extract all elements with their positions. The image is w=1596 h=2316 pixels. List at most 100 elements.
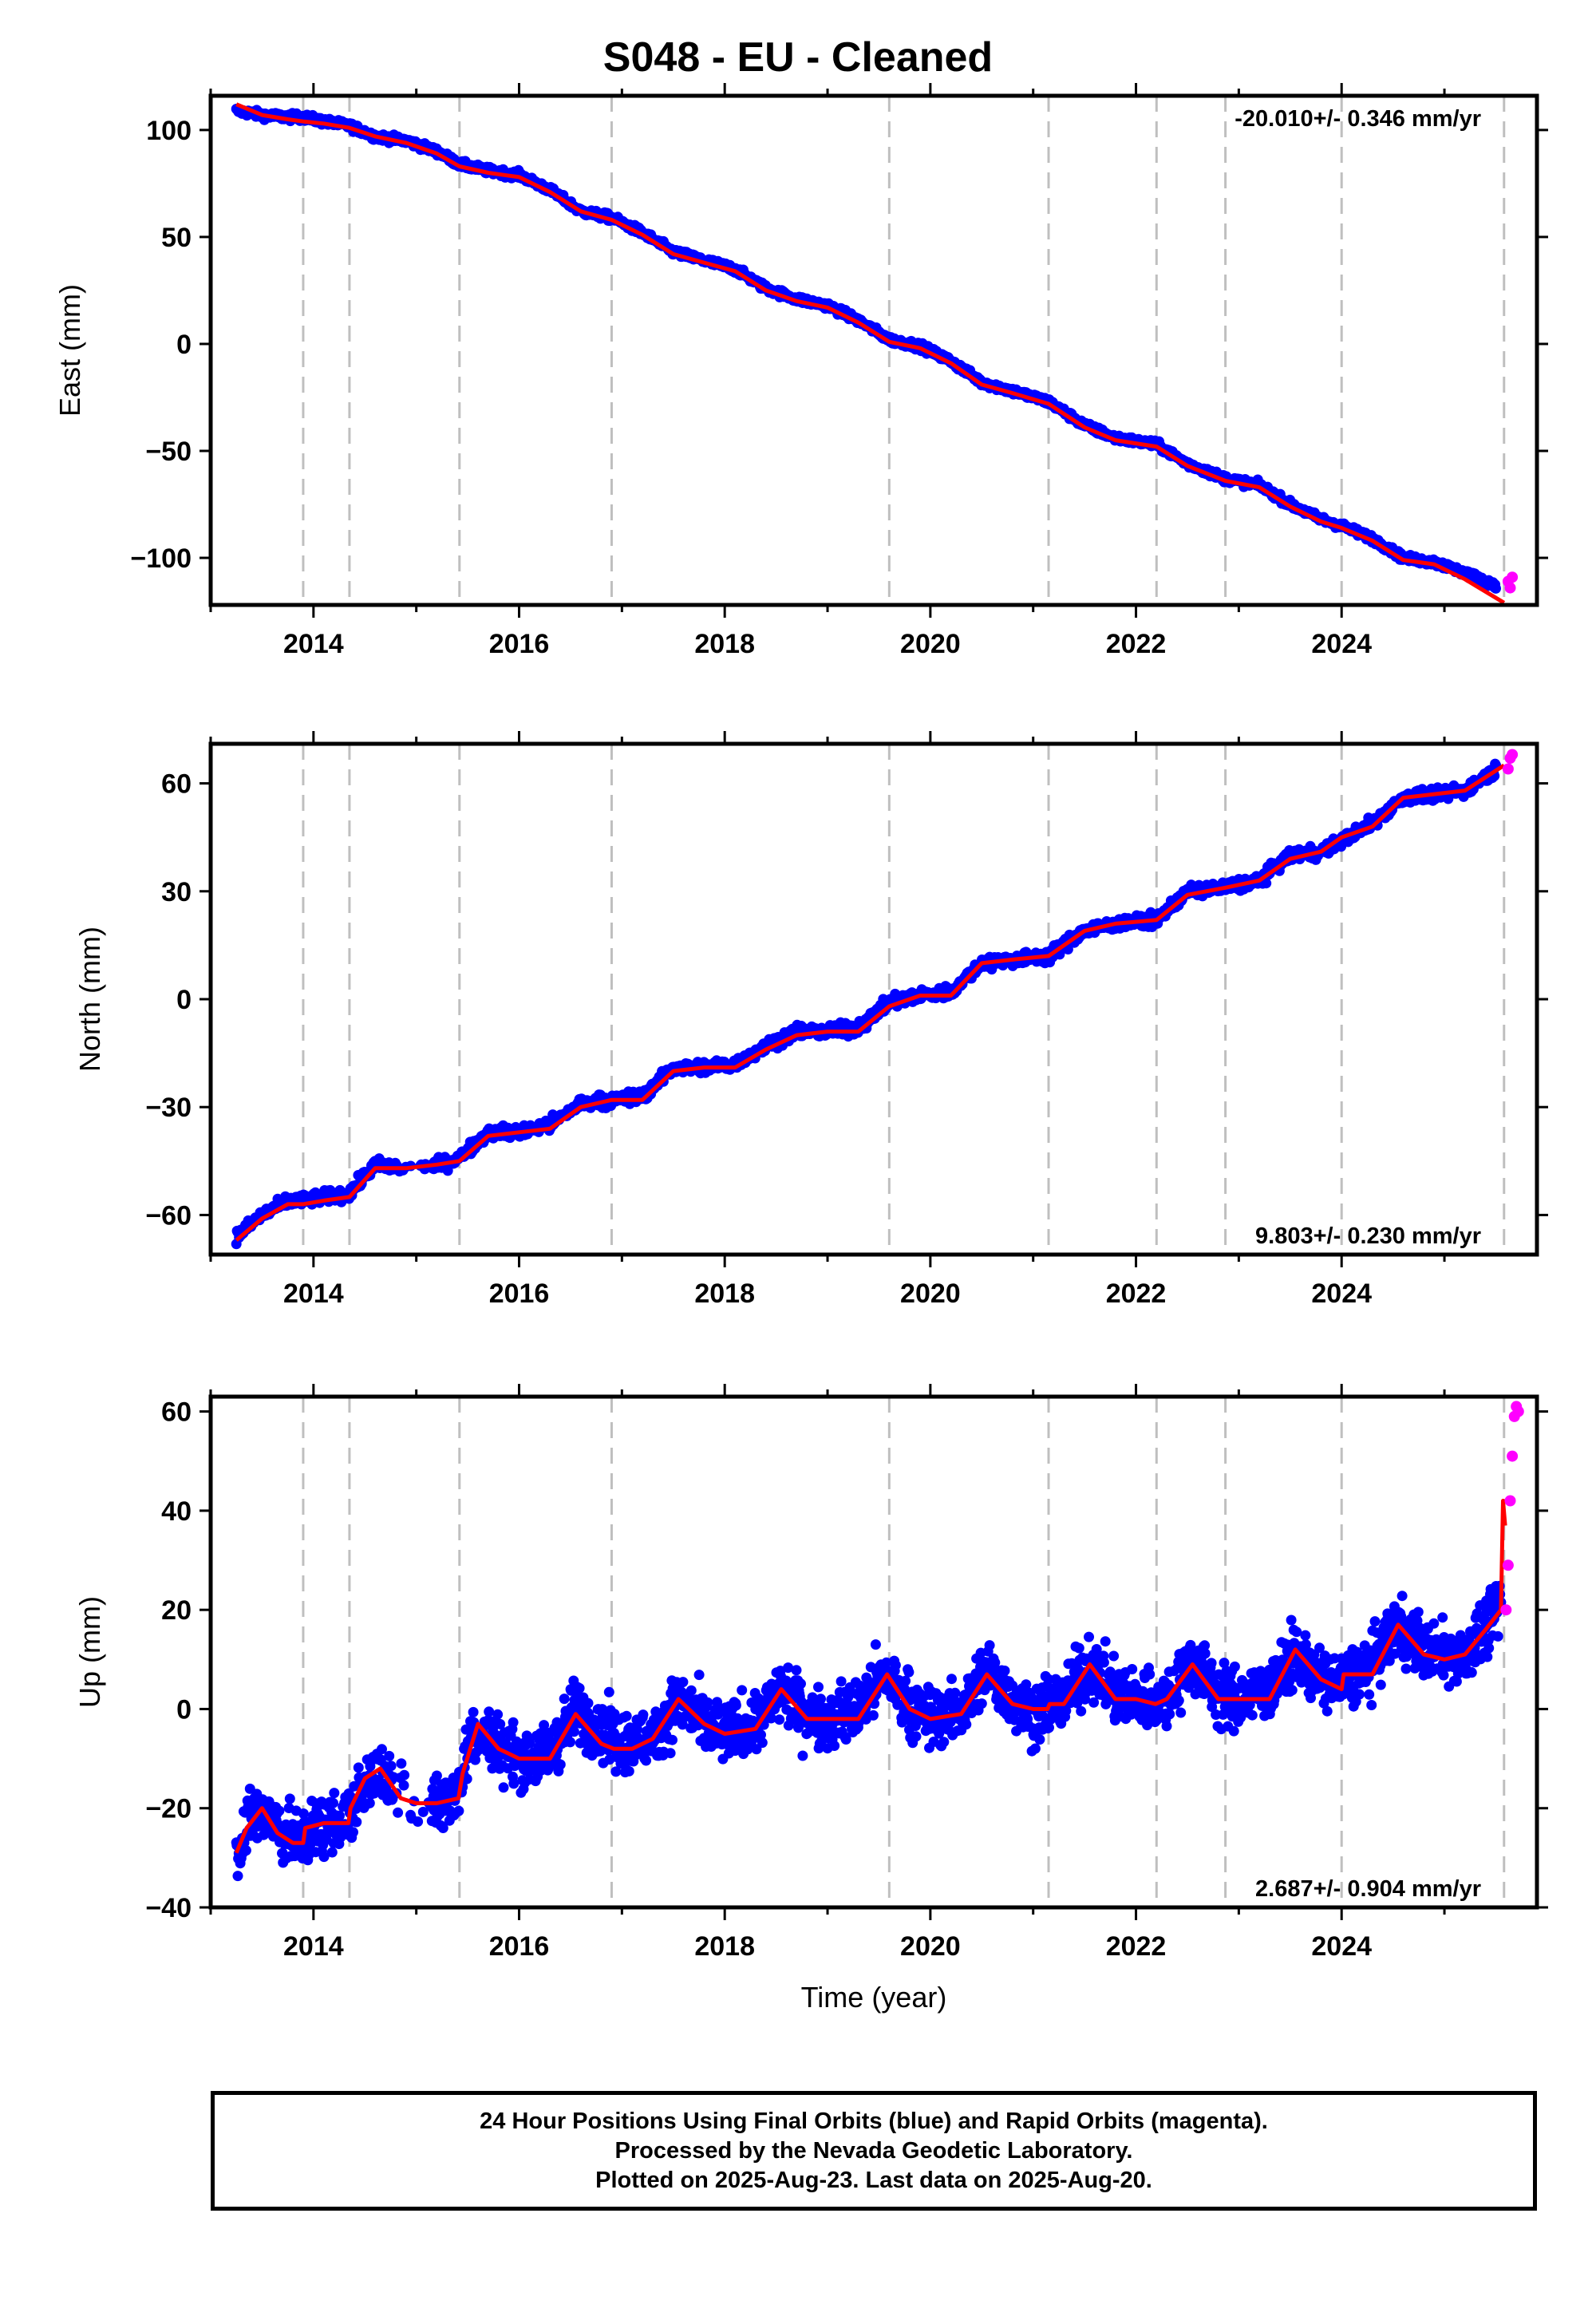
east-final-points [231, 104, 1501, 594]
up-event-lines [302, 1397, 1506, 1907]
east-y-tick-label: 50 [161, 223, 192, 253]
up-final-point [757, 1737, 768, 1749]
up-final-point [568, 1726, 579, 1737]
up-final-point [610, 1766, 622, 1777]
north-final-points [231, 758, 1501, 1250]
east-rapid-points [1502, 571, 1519, 594]
up-final-point [836, 1676, 847, 1687]
east-plot-frame [208, 93, 1539, 607]
north-y-tick-label: 30 [161, 877, 192, 907]
north-y-tick-label: −60 [145, 1200, 192, 1231]
up-final-point [484, 1706, 495, 1717]
up-final-point [232, 1871, 243, 1882]
east-model-line [235, 102, 1506, 605]
north-rapid-point [1507, 749, 1519, 761]
up-final-point [555, 1759, 566, 1770]
up-final-point [468, 1706, 479, 1717]
east-x-tick-label: 2018 [694, 629, 755, 659]
north-y-tick-label: 0 [176, 985, 192, 1015]
up-final-point [396, 1758, 407, 1769]
up-final-point [364, 1797, 375, 1808]
up-final-point [334, 1810, 345, 1821]
north-final-point [1261, 878, 1272, 889]
up-final-point [384, 1750, 395, 1761]
up-final-point [583, 1697, 594, 1709]
up-final-point [774, 1714, 785, 1725]
east-rate-label: -20.010+/- 0.346 mm/yr [1235, 106, 1481, 132]
north-x-tick-label: 2018 [694, 1279, 755, 1309]
page-title: S048 - EU - Cleaned [602, 34, 994, 81]
north-plot-frame [208, 741, 1539, 1257]
up-final-point [813, 1682, 824, 1693]
north-y-tick-label: 60 [161, 769, 192, 800]
up-final-point [559, 1694, 570, 1705]
north-model-line [235, 763, 1506, 1242]
north-x-tick-label: 2024 [1311, 1279, 1372, 1309]
up-final-point [881, 1657, 892, 1668]
up-final-point [797, 1750, 808, 1761]
up-final-point [630, 1749, 642, 1761]
east-x-ticks: 2014 2016 2018 2020 2022 2024 [209, 83, 1446, 659]
up-final-point [329, 1788, 340, 1799]
east-x-tick-label: 2022 [1106, 629, 1167, 659]
up-final-point [791, 1665, 802, 1676]
up-final-point [756, 1729, 766, 1741]
up-final-point [318, 1852, 330, 1863]
up-final-point [508, 1717, 519, 1728]
north-rapid-points [1502, 749, 1519, 775]
north-y-axis-label: North (mm) [73, 927, 106, 1072]
east-y-tick-label: −50 [145, 437, 192, 467]
east-y-tick-label: 0 [176, 330, 192, 360]
up-final-point [783, 1662, 794, 1674]
east-y-tick-label: 100 [146, 116, 192, 146]
east-x-tick-label: 2024 [1311, 629, 1372, 659]
up-final-point [284, 1793, 295, 1804]
up-final-points [231, 1580, 1507, 1882]
up-final-point [453, 1805, 464, 1816]
north-final-point [442, 1165, 453, 1176]
up-final-point [326, 1847, 338, 1858]
up-final-point [385, 1761, 397, 1772]
north-event-lines [302, 744, 1506, 1255]
up-final-point [539, 1720, 550, 1731]
up-final-point [621, 1710, 632, 1721]
up-final-point [574, 1682, 585, 1694]
up-final-point [274, 1805, 285, 1816]
up-final-point [829, 1741, 840, 1751]
up-final-point [796, 1678, 806, 1690]
east-x-tick-label: 2020 [900, 629, 961, 659]
up-final-point [399, 1769, 410, 1780]
up-final-point [508, 1778, 519, 1789]
north-x-ticks: 2014 2016 2018 2020 2022 2024 [209, 731, 1446, 1309]
up-final-point [678, 1677, 689, 1688]
up-final-point [498, 1782, 509, 1793]
east-rapid-point [1507, 571, 1519, 583]
up-final-point [492, 1709, 504, 1720]
up-final-point [298, 1808, 309, 1819]
up-final-point [665, 1748, 676, 1759]
up-final-point [377, 1744, 387, 1755]
up-final-point [351, 1816, 362, 1828]
north-y-tick-label: −30 [145, 1093, 192, 1123]
east-y-axis-label: East (mm) [53, 284, 86, 417]
north-x-tick-label: 2016 [489, 1279, 550, 1309]
north-x-tick-label: 2020 [900, 1279, 961, 1309]
east-x-tick-label: 2014 [283, 629, 344, 659]
up-final-point [867, 1709, 879, 1721]
east-rapid-point [1504, 582, 1516, 594]
up-final-point [353, 1762, 364, 1773]
up-final-point [565, 1737, 575, 1748]
up-final-point [730, 1700, 741, 1711]
up-final-point [348, 1827, 358, 1838]
north-y-ticks: 60 30 0 −30 −60 [145, 769, 1548, 1231]
up-final-point [623, 1765, 634, 1777]
up-final-point [524, 1737, 535, 1749]
up-final-point [816, 1694, 826, 1705]
up-final-point [685, 1685, 697, 1696]
up-final-point [737, 1685, 748, 1696]
up-final-point [495, 1718, 506, 1729]
